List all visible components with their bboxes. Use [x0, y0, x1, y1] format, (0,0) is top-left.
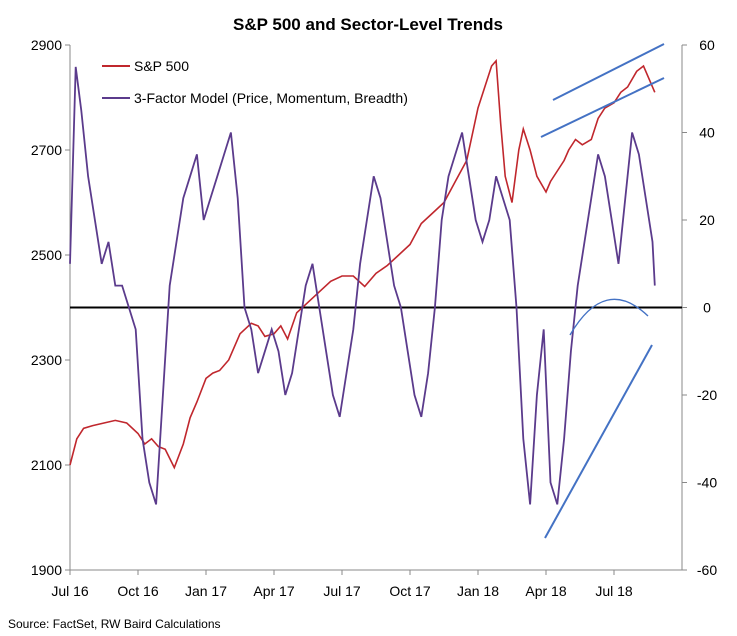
left-tick-label: 1900	[31, 562, 62, 578]
legend-label-model: 3-Factor Model (Price, Momentum, Breadth…	[134, 90, 408, 106]
right-tick-label: -20	[697, 387, 717, 403]
trend-channel-upper	[552, 43, 665, 101]
legend-label-sp500: S&P 500	[134, 58, 189, 74]
right-tick-label: 60	[699, 37, 715, 53]
x-tick-label: Jul 18	[595, 583, 633, 599]
model-uptrend-line	[544, 344, 653, 539]
annotations	[540, 43, 665, 539]
trend-channel-lower	[540, 77, 665, 138]
x-axis-ticks: Jul 16 Oct 16 Jan 17 Apr 17 Jul 17 Oct 17 Jan …	[51, 570, 633, 599]
right-tick-label: -60	[697, 562, 717, 578]
x-tick-label: Jul 17	[323, 583, 361, 599]
left-tick-label: 2700	[31, 142, 62, 158]
x-tick-label: Jan 17	[185, 583, 227, 599]
sp500-series-line	[69, 58, 656, 470]
x-tick-label: Apr 17	[253, 583, 294, 599]
legend: S&P 500 3-Factor Model (Price, Momentum,…	[102, 58, 408, 106]
x-tick-label: Oct 17	[389, 583, 430, 599]
chart-title: S&P 500 and Sector-Level Trends	[233, 15, 503, 34]
left-axis-ticks: 1900 2100 2300 2500 2700 2900	[31, 37, 70, 578]
left-tick-label: 2500	[31, 247, 62, 263]
x-tick-label: Jul 16	[51, 583, 89, 599]
x-tick-label: Oct 16	[117, 583, 158, 599]
model-top-arc	[569, 298, 649, 336]
left-tick-label: 2300	[31, 352, 62, 368]
source-note: Source: FactSet, RW Baird Calculations	[8, 617, 221, 631]
left-tick-label: 2100	[31, 457, 62, 473]
left-tick-label: 2900	[31, 37, 62, 53]
x-tick-label: Apr 18	[525, 583, 566, 599]
right-tick-label: 40	[699, 125, 715, 141]
right-tick-label: 20	[699, 212, 715, 228]
model-series-line	[69, 66, 656, 505]
right-tick-label: 0	[703, 300, 711, 316]
right-axis-ticks: -60 -40 -20 0 20 40 60	[682, 37, 717, 578]
right-tick-label: -40	[697, 475, 717, 491]
x-tick-label: Jan 18	[457, 583, 499, 599]
